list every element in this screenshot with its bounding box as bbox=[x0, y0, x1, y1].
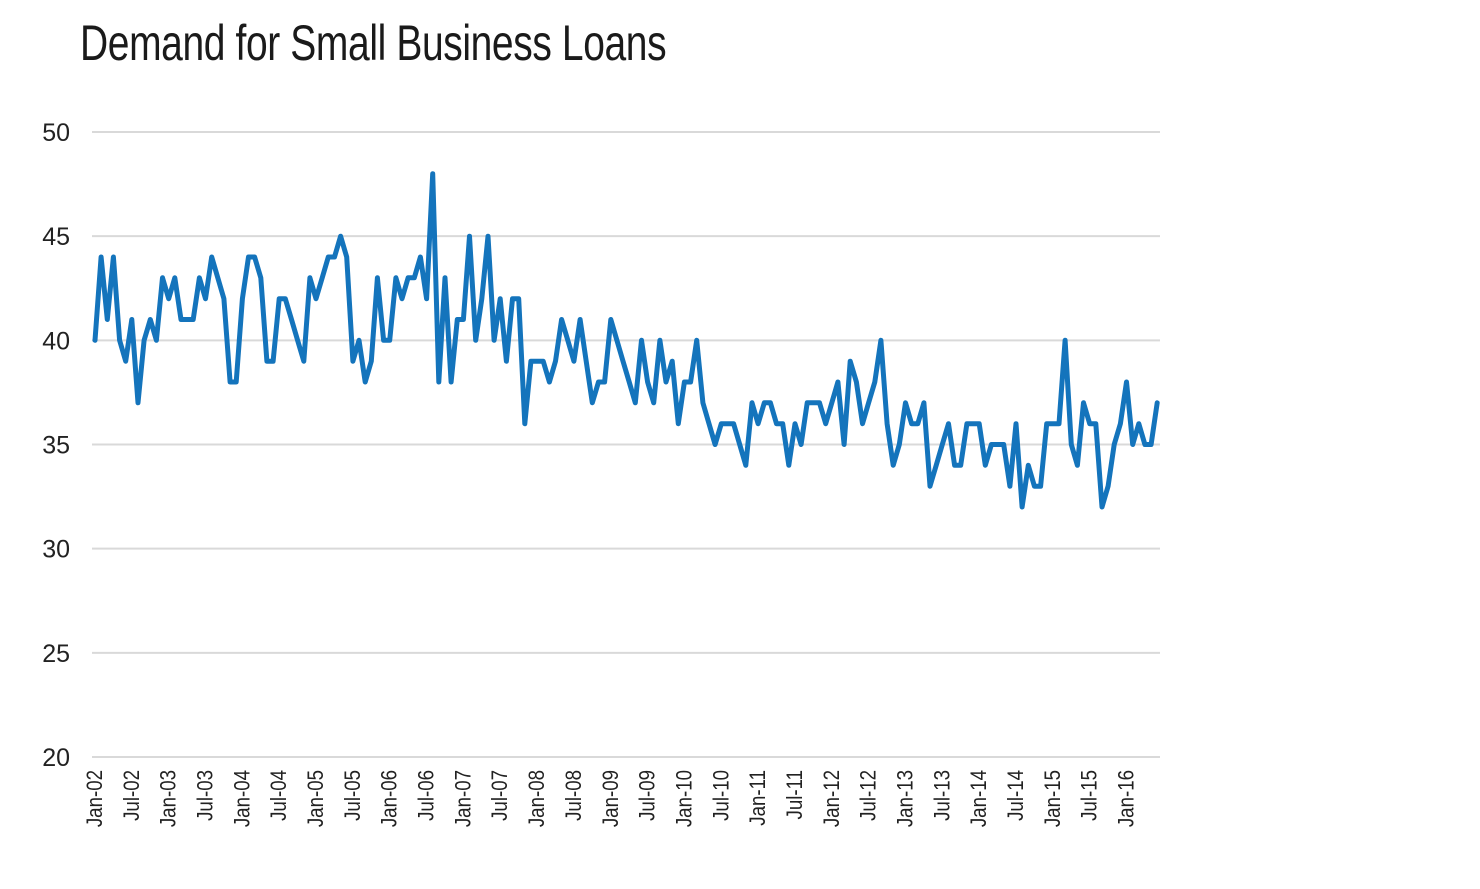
x-tick-label: Jul-11 bbox=[784, 770, 808, 820]
y-tick-label: 50 bbox=[42, 119, 70, 147]
x-tick-label: Jan-15 bbox=[1042, 770, 1066, 827]
x-tick-label: Jul-04 bbox=[268, 770, 292, 821]
x-tick-label: Jan-12 bbox=[820, 770, 844, 827]
x-tick-label: Jul-14 bbox=[1005, 770, 1029, 821]
series-line bbox=[92, 171, 1160, 510]
x-tick-label: Jul-08 bbox=[563, 770, 587, 821]
x-tick-label: Jan-03 bbox=[157, 770, 181, 827]
y-tick-label: 20 bbox=[42, 744, 70, 772]
x-tick-label: Jul-13 bbox=[931, 770, 955, 821]
x-tick-label: Jul-10 bbox=[710, 770, 734, 821]
x-tick-label: Jul-15 bbox=[1078, 770, 1102, 821]
x-tick-label: Jan-05 bbox=[305, 770, 329, 827]
x-tick-label: Jan-13 bbox=[894, 770, 918, 827]
x-tick-label: Jan-09 bbox=[599, 770, 623, 827]
x-tick-label: Jul-03 bbox=[194, 770, 218, 821]
x-tick-label: Jan-11 bbox=[747, 770, 771, 826]
x-tick-label: Jan-14 bbox=[968, 770, 992, 827]
x-tick-label: Jul-06 bbox=[415, 770, 439, 821]
x-tick-label: Jul-12 bbox=[857, 770, 881, 821]
y-tick-label: 25 bbox=[42, 640, 70, 668]
y-tick-label: 35 bbox=[42, 432, 70, 460]
x-tick-label: Jul-05 bbox=[342, 770, 366, 821]
y-tick-label: 45 bbox=[42, 223, 70, 251]
chart-title: Demand for Small Business Loans bbox=[80, 15, 667, 71]
x-tick-label: Jan-10 bbox=[673, 770, 697, 827]
x-tick-label: Jul-09 bbox=[636, 770, 660, 821]
y-tick-label: 40 bbox=[42, 327, 70, 355]
x-tick-label: Jan-07 bbox=[452, 770, 476, 827]
x-tick-label: Jan-02 bbox=[84, 770, 108, 827]
x-tick-label: Jul-07 bbox=[489, 770, 513, 821]
x-tick-label: Jan-16 bbox=[1115, 770, 1139, 827]
x-tick-label: Jan-04 bbox=[231, 770, 255, 827]
y-tick-label: 30 bbox=[42, 536, 70, 564]
x-tick-label: Jan-06 bbox=[378, 770, 402, 827]
x-tick-label: Jul-02 bbox=[121, 770, 145, 821]
x-tick-label: Jan-08 bbox=[526, 770, 550, 827]
